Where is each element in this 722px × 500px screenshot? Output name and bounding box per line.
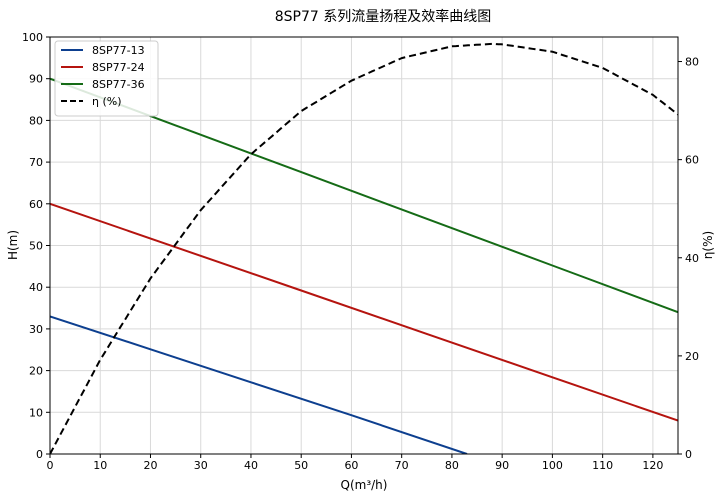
y2-tick-label: 60 (685, 154, 699, 167)
x-tick-label: 110 (592, 459, 613, 472)
x-axis-label: Q(m³/h) (341, 478, 388, 492)
x-tick-label: 40 (244, 459, 258, 472)
y-tick-label: 0 (36, 448, 43, 461)
y-tick-label: 40 (29, 281, 43, 294)
y-tick-label: 20 (29, 365, 43, 378)
y2-tick-label: 40 (685, 252, 699, 265)
legend-label: 8SP77-36 (92, 78, 145, 91)
x-tick-label: 30 (194, 459, 208, 472)
chart-title: 8SP77 系列流量扬程及效率曲线图 (275, 8, 492, 25)
y2-tick-label: 0 (685, 448, 692, 461)
y-tick-label: 100 (22, 31, 43, 44)
y-tick-label: 80 (29, 114, 43, 127)
x-tick-label: 120 (642, 459, 663, 472)
y-tick-label: 30 (29, 323, 43, 336)
y-tick-label: 50 (29, 240, 43, 253)
x-tick-label: 20 (143, 459, 157, 472)
y-tick-label: 10 (29, 406, 43, 419)
y-tick-label: 70 (29, 156, 43, 169)
legend: 8SP77-13 8SP77-24 8SP77-36 η (%) (54, 40, 159, 117)
series-line-0 (50, 315, 468, 454)
x-tick-label: 80 (445, 459, 459, 472)
y2-tick-label: 80 (685, 56, 699, 69)
y2-axis-label: η(%) (701, 231, 715, 259)
x-tick-label: 50 (294, 459, 308, 472)
x-tick-label: 90 (495, 459, 509, 472)
y2-tick-label: 20 (685, 350, 699, 363)
x-tick-label: 70 (395, 459, 409, 472)
axis-ticks: 0 10 20 30 40 50 60 70 80 90 100 110 120 0 10 20 30 40 50 6… (22, 31, 699, 472)
legend-label: η (%) (92, 95, 122, 108)
series-line-2 (50, 77, 678, 314)
legend-label: 8SP77-24 (92, 61, 145, 74)
x-tick-label: 0 (47, 459, 54, 472)
legend-label: 8SP77-13 (92, 44, 145, 57)
x-tick-label: 60 (344, 459, 358, 472)
series-lines (50, 42, 678, 454)
y-tick-label: 60 (29, 198, 43, 211)
series-line-1 (50, 202, 678, 422)
y-tick-label: 90 (29, 73, 43, 86)
series-line-3 (50, 42, 678, 454)
y-axis-label: H(m) (6, 230, 20, 260)
x-tick-label: 100 (542, 459, 563, 472)
x-tick-label: 10 (93, 459, 107, 472)
legend-box (54, 40, 159, 117)
